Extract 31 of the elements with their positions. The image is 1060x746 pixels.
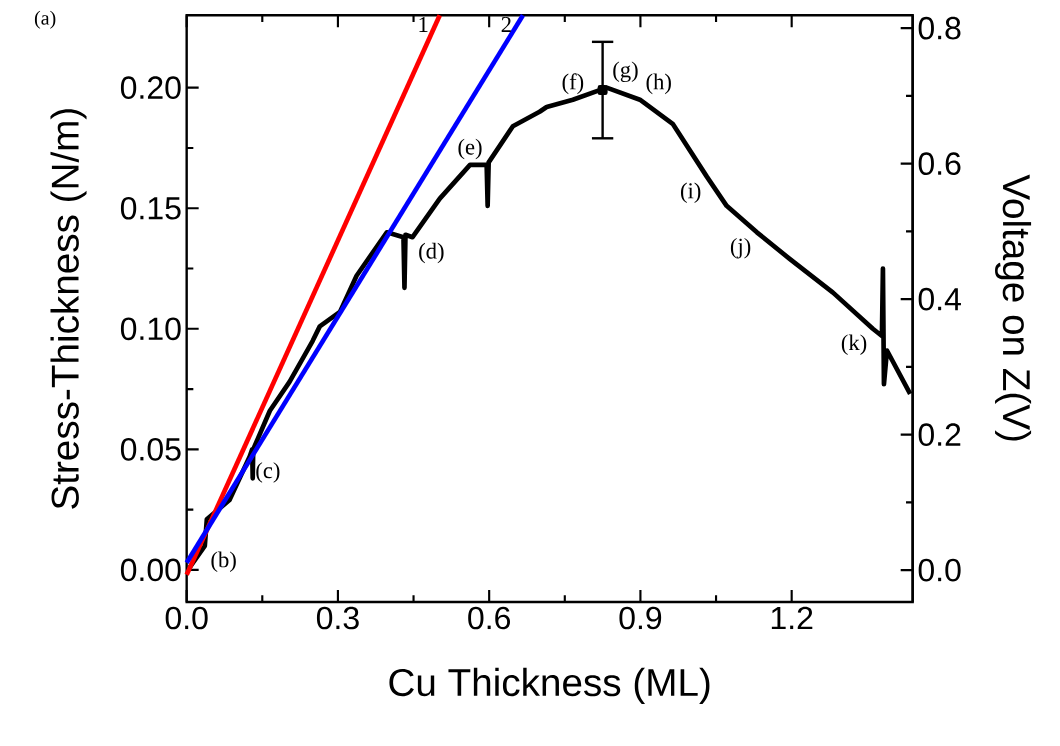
y-tick-label: 0.00 — [120, 558, 181, 582]
y-tick-label: 0.10 — [120, 317, 181, 341]
annotation: (h) — [646, 73, 671, 95]
x-tick-label: 0.3 — [316, 606, 359, 630]
y2-tick-label: 0.0 — [918, 558, 961, 582]
y-tick-label: 0.05 — [120, 438, 181, 461]
annotation: (i) — [680, 182, 701, 204]
x-tick-label: 0.6 — [468, 606, 511, 630]
annotation: (j) — [730, 237, 751, 259]
series-label: 2 — [501, 16, 511, 32]
y2-axis-title: Voltage on Z(V) — [995, 174, 1032, 441]
y2-tick-label: 0.4 — [918, 287, 961, 311]
annotation: (d) — [419, 242, 444, 264]
annotation: (c) — [256, 462, 280, 483]
y2-tick-label: 0.8 — [918, 16, 961, 40]
annotation: (b) — [211, 551, 236, 572]
y-tick-label: 0.20 — [120, 76, 181, 99]
annotation: (f) — [562, 73, 584, 95]
y2-tick-label: 0.2 — [918, 423, 961, 446]
x-axis-title: Cu Thickness (ML) — [389, 667, 710, 704]
annotation: (g) — [613, 61, 638, 83]
x-tick-label: 1.2 — [771, 606, 813, 630]
x-tick-label: 0.9 — [619, 606, 662, 630]
annotation: (k) — [841, 334, 867, 355]
text: (a) — [34, 10, 56, 29]
y-tick-label: 0.15 — [120, 196, 181, 220]
annotation: (e) — [458, 138, 482, 160]
series-label: 1 — [419, 16, 428, 32]
y-axis-title: Stress-Thickness (N/m) — [50, 109, 87, 509]
x-tick-label: 0.0 — [165, 606, 208, 630]
y2-tick-label: 0.6 — [918, 152, 961, 176]
